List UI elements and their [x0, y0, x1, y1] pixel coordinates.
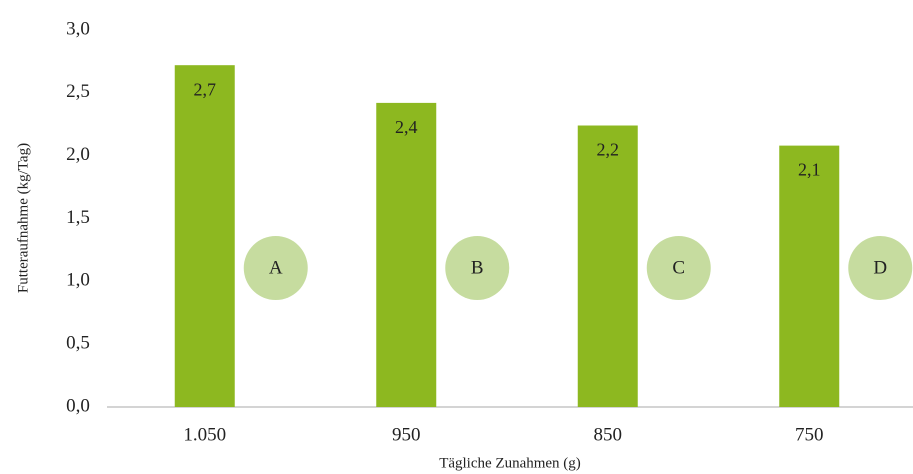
x-tick-label: 1.050 [183, 424, 226, 445]
annotation-circle [243, 236, 308, 300]
y-tick-label: 0,0 [66, 395, 90, 416]
y-tick-label: 2,0 [66, 144, 90, 165]
x-tick-label: 750 [795, 424, 824, 445]
annotation-label: C [672, 257, 685, 278]
annotation-circle [445, 236, 510, 300]
annotation-circle [646, 236, 711, 300]
value-label: 2,4 [395, 117, 418, 137]
x-axis-title: Tägliche Zunahmen (g) [439, 455, 581, 471]
y-tick-label: 2,5 [66, 81, 90, 102]
y-tick-label: 3,0 [66, 18, 90, 39]
y-axis-title: Futteraufnahme (kg/Tag) [15, 143, 31, 293]
bar [577, 125, 638, 408]
y-tick-label: 1,0 [66, 270, 90, 291]
annotation-label: A [269, 257, 283, 278]
x-tick-label: 850 [594, 424, 623, 445]
bar [779, 145, 840, 407]
y-tick-label: 1,5 [66, 207, 90, 228]
value-label: 2,7 [194, 79, 217, 99]
annotation-label: B [471, 257, 484, 278]
annotation-label: D [873, 257, 887, 278]
value-label: 2,2 [597, 140, 620, 160]
bar [376, 102, 437, 408]
annotation-circle [848, 236, 913, 300]
x-tick-label: 950 [392, 424, 421, 445]
bar [174, 65, 235, 407]
value-label: 2,1 [798, 160, 821, 180]
y-tick-label: 0,5 [66, 333, 90, 354]
